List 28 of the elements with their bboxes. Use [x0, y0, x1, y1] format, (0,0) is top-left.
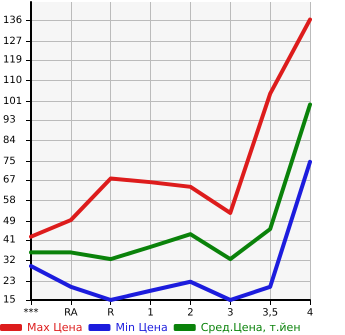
x-tick-label: RA [64, 308, 78, 318]
y-tick-label: 49 [3, 216, 16, 227]
x-tick-label: 3 [227, 308, 234, 318]
legend-label: Max Цена [27, 321, 82, 334]
legend-label: Сред.Цена, т.йен [200, 321, 301, 334]
y-tick-label: 119 [3, 54, 22, 66]
y-tick-label: 41 [3, 234, 16, 246]
line-series [29, 102, 312, 262]
y-tick-label: 84 [3, 135, 16, 146]
x-tick-label: 1 [147, 308, 154, 318]
y-tick-label: 110 [3, 75, 22, 86]
y-tick-label: 67 [3, 174, 16, 186]
y-tick-label: 15 [3, 294, 16, 306]
x-tick-label: *** [24, 308, 38, 318]
y-tick-label: 101 [3, 96, 22, 107]
x-tick-label: 3,5 [262, 308, 278, 318]
x-tick-label: 2 [187, 308, 194, 318]
y-tick-label: 58 [3, 195, 16, 206]
y-tick-label: 93 [3, 114, 16, 126]
line-series [29, 18, 312, 239]
y-tick-label: 127 [3, 36, 22, 47]
y-tick-label: 32 [3, 255, 16, 266]
legend-label: Min Цена [115, 321, 168, 334]
y-tick-label: 23 [3, 276, 16, 288]
y-tick-label: 136 [3, 14, 22, 26]
x-tick-label: 4 [306, 308, 314, 318]
x-tick-label: R [107, 308, 114, 318]
y-tick-label: 75 [3, 156, 16, 167]
